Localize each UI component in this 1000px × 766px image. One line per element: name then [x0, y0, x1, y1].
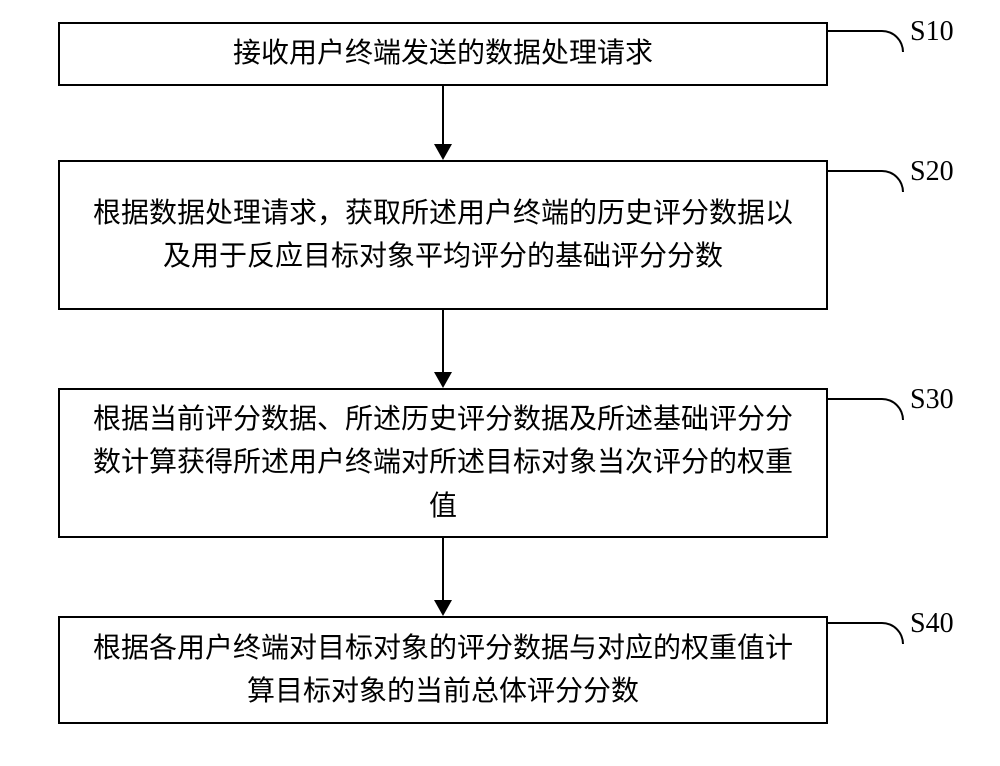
flow-node-s20: 根据数据处理请求，获取所述用户终端的历史评分数据以及用于反应目标对象平均评分的基… — [58, 160, 828, 310]
leader-line — [828, 398, 904, 420]
flow-node-s40: 根据各用户终端对目标对象的评分数据与对应的权重值计算目标对象的当前总体评分分数 — [58, 616, 828, 724]
arrow-head-icon — [434, 144, 452, 160]
flow-node-text: 接收用户终端发送的数据处理请求 — [233, 32, 653, 75]
step-label-s10: S10 — [910, 16, 954, 48]
step-label-s40: S40 — [910, 608, 954, 640]
arrow-head-icon — [434, 372, 452, 388]
flow-node-text: 根据各用户终端对目标对象的评分数据与对应的权重值计算目标对象的当前总体评分分数 — [80, 627, 806, 714]
arrow-head-icon — [434, 600, 452, 616]
step-label-s20: S20 — [910, 156, 954, 188]
flow-node-text: 根据当前评分数据、所述历史评分数据及所述基础评分分数计算获得所述用户终端对所述目… — [80, 398, 806, 528]
arrow-line — [442, 310, 444, 373]
step-label-s30: S30 — [910, 384, 954, 416]
flow-node-s30: 根据当前评分数据、所述历史评分数据及所述基础评分分数计算获得所述用户终端对所述目… — [58, 388, 828, 538]
leader-line — [828, 30, 904, 52]
leader-line — [828, 622, 904, 644]
flow-node-s10: 接收用户终端发送的数据处理请求 — [58, 22, 828, 86]
flowchart-canvas: 接收用户终端发送的数据处理请求 S10 根据数据处理请求，获取所述用户终端的历史评分… — [0, 0, 1000, 766]
arrow-line — [442, 538, 444, 601]
leader-line — [828, 170, 904, 192]
flow-node-text: 根据数据处理请求，获取所述用户终端的历史评分数据以及用于反应目标对象平均评分的基… — [80, 192, 806, 279]
arrow-line — [442, 86, 444, 145]
